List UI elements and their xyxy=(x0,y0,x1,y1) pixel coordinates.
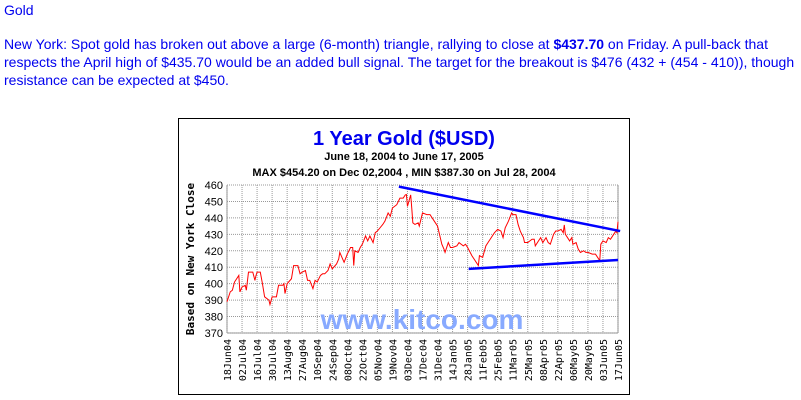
upper-trendline xyxy=(398,185,621,233)
y-tick-label: 460 xyxy=(205,180,223,192)
x-tick-label: 10Sep04 xyxy=(313,339,324,381)
x-tick-label: 03Dec04 xyxy=(403,339,414,381)
y-tick-label: 420 xyxy=(205,246,223,258)
y-tick-label: 410 xyxy=(205,262,223,274)
section-heading: Gold xyxy=(4,2,34,18)
watermark: www.kitco.com xyxy=(320,304,524,335)
x-tick-label: 06May05 xyxy=(569,339,580,381)
y-tick-label: 450 xyxy=(205,196,223,208)
x-tick-label: 11Feb05 xyxy=(479,339,490,381)
chart-subtitle-2: MAX $454.20 on Dec 02,2004 , MIN $387.30… xyxy=(252,167,556,179)
gold-chart: 1 Year Gold ($USD) June 18, 2004 to June… xyxy=(178,118,630,395)
x-tick-label: 22Apr05 xyxy=(554,339,565,381)
chart-svg: 1 Year Gold ($USD) June 18, 2004 to June… xyxy=(184,128,625,381)
chart-title: 1 Year Gold ($USD) xyxy=(313,128,495,150)
x-tick-label: 28Jan05 xyxy=(464,339,475,381)
x-tick-label: 18Jun04 xyxy=(223,339,234,381)
y-tick-label: 440 xyxy=(205,213,223,225)
article-paragraph: New York: Spot gold has broken out above… xyxy=(4,35,801,89)
x-tick-label: 17Jun05 xyxy=(614,339,625,381)
x-tick-label: 08Apr05 xyxy=(539,339,550,381)
y-axis-label: Based on New York Close xyxy=(184,182,197,335)
x-tick-label: 22Oct04 xyxy=(358,339,369,381)
x-tick-label: 25Mar05 xyxy=(524,339,535,381)
x-tick-label: 05Nov04 xyxy=(373,339,384,381)
y-tick-label: 430 xyxy=(205,229,223,241)
closing-price: $437.70 xyxy=(553,36,605,52)
x-tick-label: 31Dec04 xyxy=(434,339,445,381)
price-line xyxy=(226,193,619,307)
y-tick-label: 390 xyxy=(205,295,223,307)
y-tick-label: 370 xyxy=(205,328,223,340)
x-tick-label: 24Sep04 xyxy=(328,339,339,381)
lower-trendline xyxy=(468,258,619,271)
x-tick-label: 14Jan05 xyxy=(449,339,460,381)
text-after: on Friday. A pull-back that respects the… xyxy=(4,36,795,88)
y-tick-label: 380 xyxy=(205,312,223,324)
x-tick-label: 11Mar05 xyxy=(509,339,520,381)
x-tick-label: 30Jul04 xyxy=(268,339,279,381)
x-tick-label: 16Jul04 xyxy=(253,339,264,381)
x-tick-label: 20May05 xyxy=(584,339,595,381)
chart-subtitle: June 18, 2004 to June 17, 2005 xyxy=(324,151,484,163)
x-tick-label: 19Nov04 xyxy=(388,339,399,381)
x-tick-label: 27Aug04 xyxy=(298,339,309,381)
x-tick-label: 02Jul04 xyxy=(238,339,249,381)
x-tick-label: 25Feb05 xyxy=(494,339,505,381)
text-before: New York: Spot gold has broken out above… xyxy=(4,36,554,52)
y-tick-label: 400 xyxy=(205,279,223,291)
x-tick-label: 13Aug04 xyxy=(283,339,294,381)
x-tick-label: 17Dec04 xyxy=(419,339,430,381)
x-tick-label: 03Jun05 xyxy=(599,339,610,381)
x-tick-label: 08Oct04 xyxy=(343,339,354,381)
